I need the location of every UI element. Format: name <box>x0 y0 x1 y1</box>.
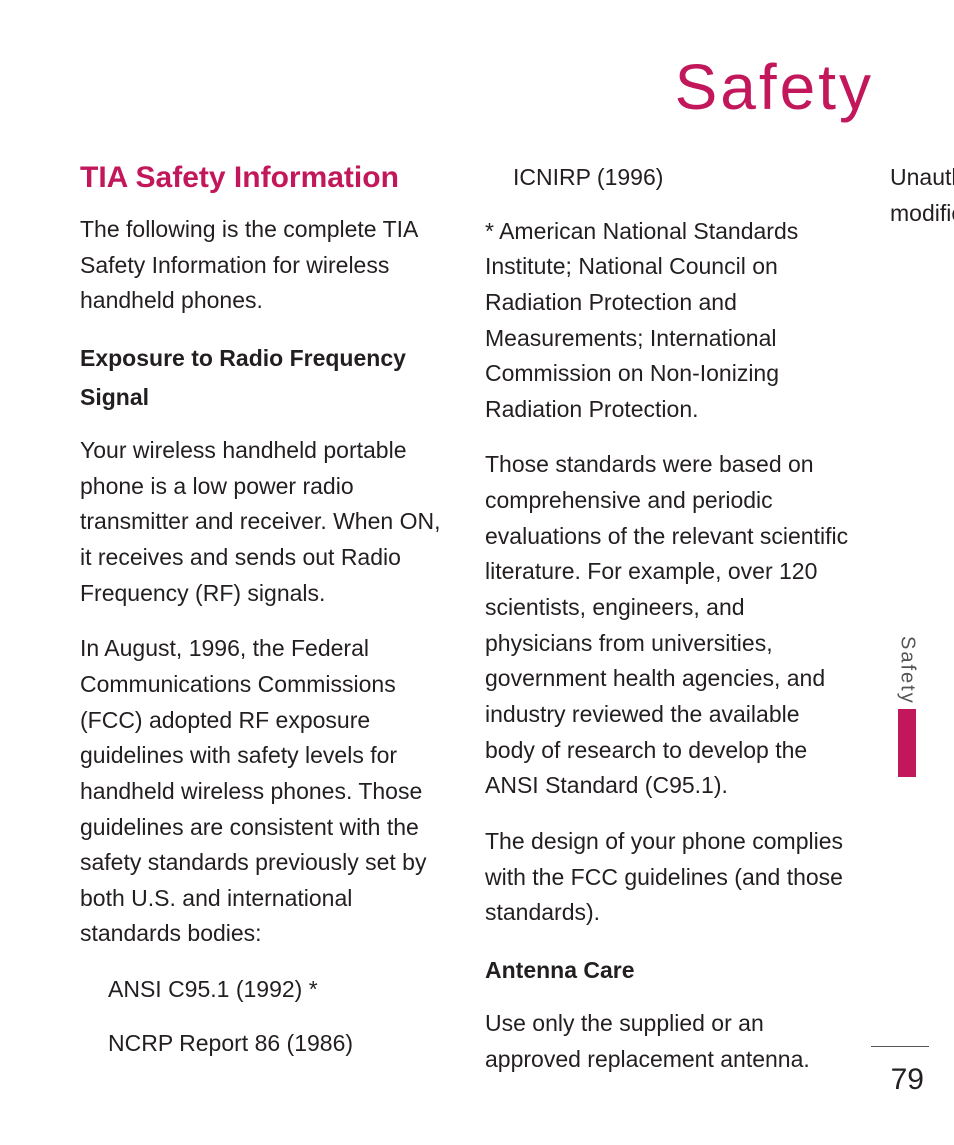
paragraph-fcc: In August, 1996, the Federal Communicati… <box>80 631 449 952</box>
section-heading-tia: TIA Safety Information <box>80 160 449 196</box>
list-item-ncrp: NCRP Report 86 (1986) <box>108 1026 449 1062</box>
manual-page: Safety TIA Safety Information The follow… <box>0 0 954 1145</box>
paragraph-compliance: The design of your phone complies with t… <box>485 824 854 931</box>
page-title: Safety <box>675 50 874 124</box>
side-tab-label: Safety <box>896 636 919 705</box>
subheading-exposure: Exposure to Radio Frequency Signal <box>80 339 449 417</box>
side-tab: Safety <box>885 636 929 777</box>
body-columns: TIA Safety Information The following is … <box>80 160 854 1080</box>
list-item-icnirp: ICNIRP (1996) <box>513 160 854 196</box>
paragraph-rf-signal: Your wireless handheld portable phone is… <box>80 433 449 611</box>
intro-paragraph: The following is the complete TIA Safety… <box>80 212 449 319</box>
page-number: 79 <box>891 1063 924 1097</box>
paragraph-footnote: * American National Standards Institute;… <box>485 214 854 428</box>
paragraph-standards: Those standards were based on comprehens… <box>485 447 854 803</box>
page-number-rule <box>871 1046 929 1047</box>
list-item-ansi: ANSI C95.1 (1992) * <box>108 972 449 1008</box>
side-tab-bar <box>898 709 916 777</box>
subheading-antenna: Antenna Care <box>485 951 854 990</box>
